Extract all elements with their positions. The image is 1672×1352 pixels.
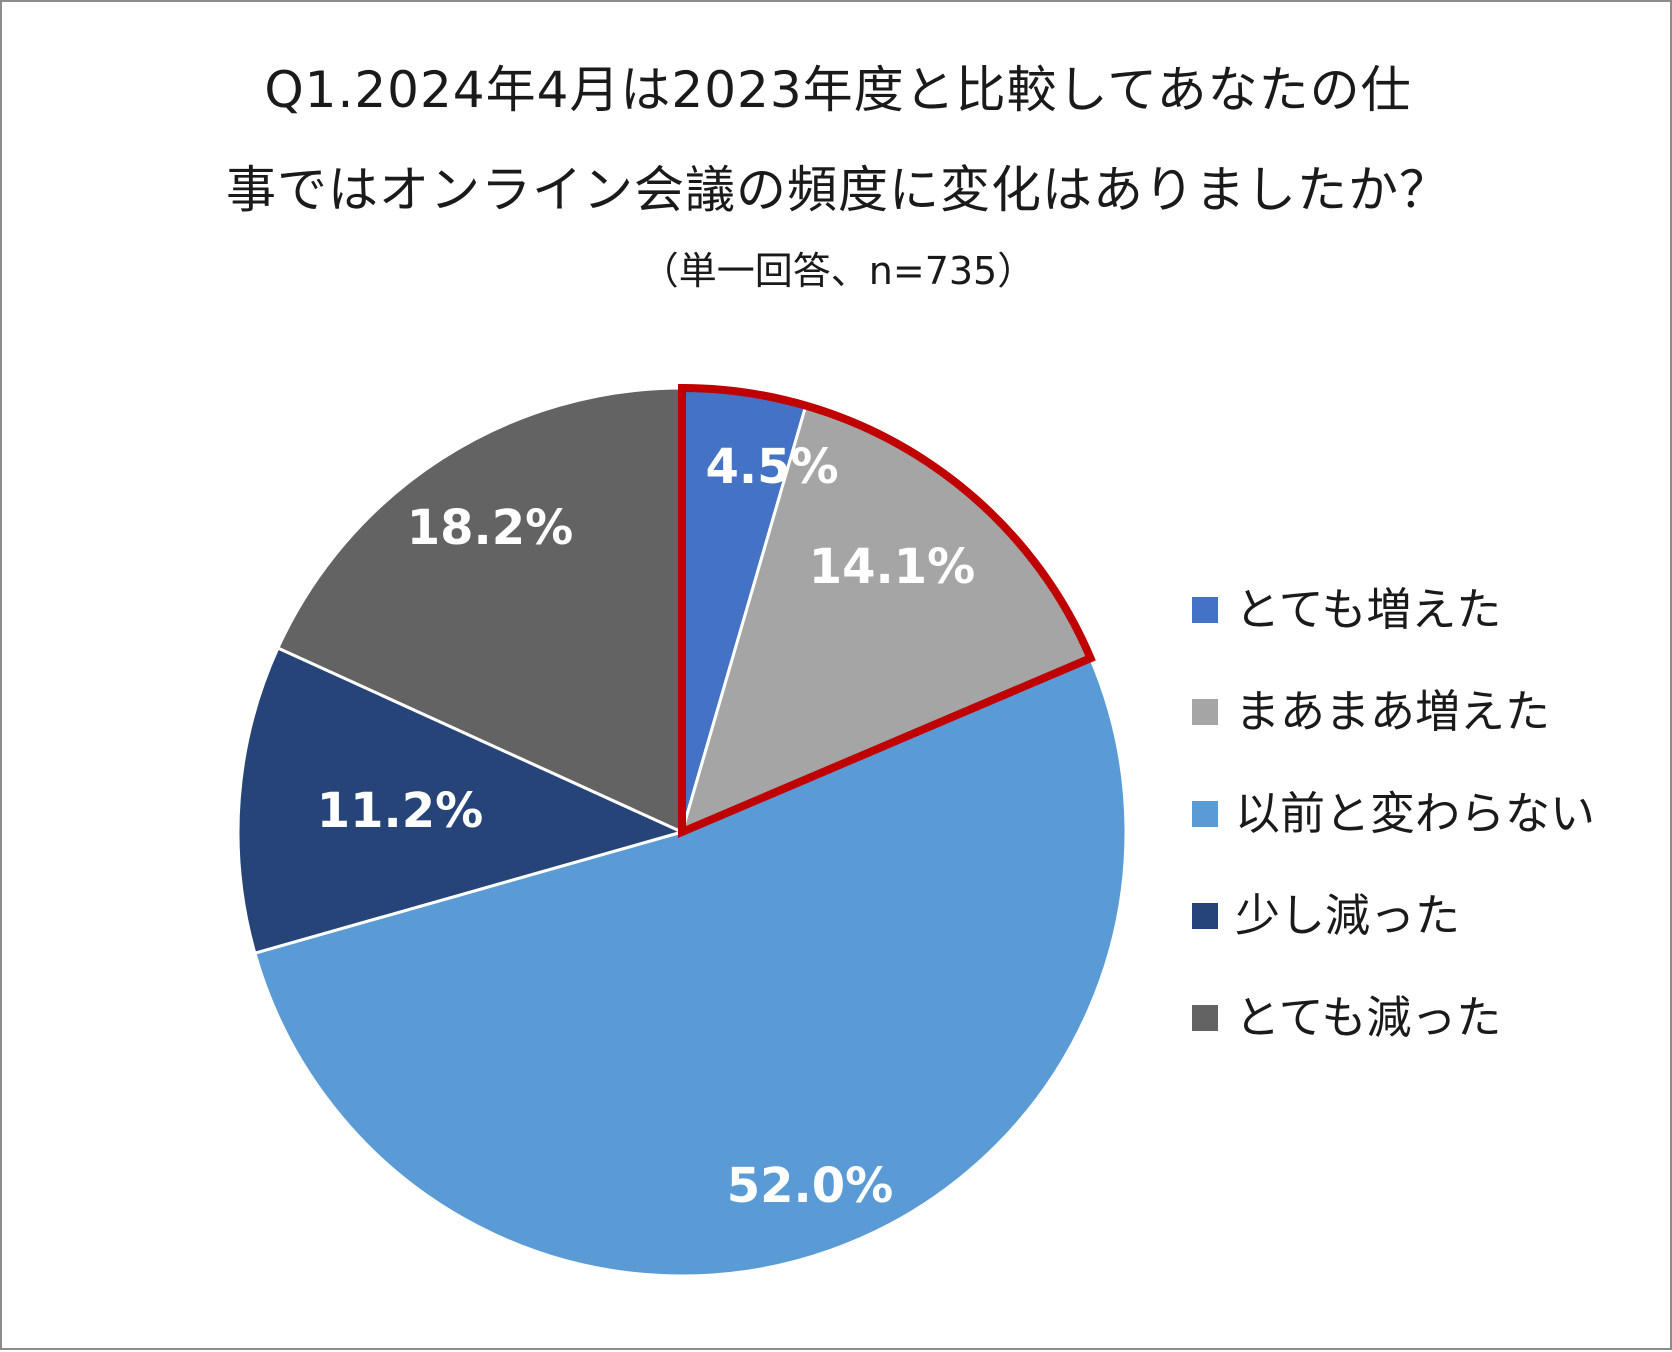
legend-label-0: とても増えた xyxy=(1235,583,1502,636)
legend-swatch-2 xyxy=(1192,801,1218,827)
pie-slice-4 xyxy=(276,386,684,834)
pie-slice-2 xyxy=(253,656,1128,1278)
legend-label-4: とても減った xyxy=(1235,991,1502,1044)
legend-swatch-4 xyxy=(1192,1005,1218,1031)
pie-slices xyxy=(236,386,1128,1278)
chart-title-line-2: 事ではオンライン会議の頻度に変化はありましたか？ xyxy=(226,161,1450,219)
data-label-0: 4.5% xyxy=(705,439,838,495)
data-label-1: 14.1% xyxy=(809,539,976,595)
legend-swatch-1 xyxy=(1192,699,1218,725)
legend-swatch-0 xyxy=(1192,597,1218,623)
data-label-4: 18.2% xyxy=(407,500,574,556)
legend-label-3: 少し減った xyxy=(1235,889,1461,942)
pie-slice-3 xyxy=(236,646,684,955)
legend-swatch-3 xyxy=(1192,903,1218,929)
chart-title-line-1: Q1.2024年4月は2023年度と比較してあなたの仕 xyxy=(264,61,1412,119)
legend-label-2: 以前と変わらない xyxy=(1235,787,1596,840)
data-label-2: 52.0% xyxy=(727,1158,894,1214)
highlight-group xyxy=(678,383,1096,839)
highlight-outline xyxy=(678,383,1096,839)
legend-label-1: まあまあ増えた xyxy=(1235,685,1551,738)
chart-subtitle: （単一回答、n=735） xyxy=(640,249,1036,293)
data-labels: 4.5% 14.1% 52.0% 11.2% 18.2% xyxy=(317,439,976,1214)
data-label-3: 11.2% xyxy=(317,783,484,839)
